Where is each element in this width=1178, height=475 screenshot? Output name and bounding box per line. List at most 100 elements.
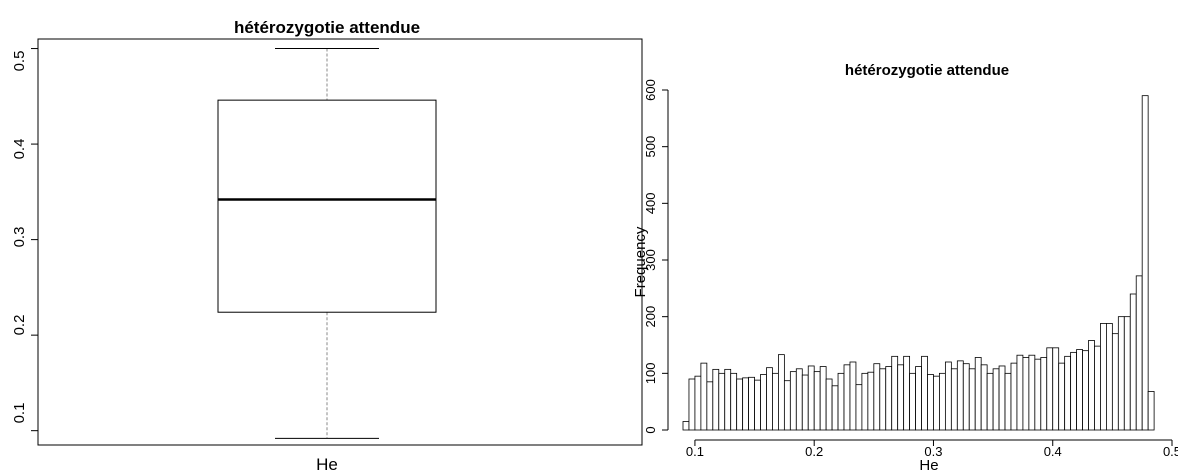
boxplot-title: hétérozygotie attendue	[234, 18, 420, 37]
boxplot-y-tick-label: 0.3	[11, 227, 28, 248]
histogram-bar	[962, 363, 970, 431]
histogram-bar	[760, 374, 767, 431]
histogram-bar	[837, 372, 845, 431]
histogram-bar	[986, 372, 994, 431]
histogram-bar	[807, 365, 815, 431]
histogram-bar	[1040, 357, 1048, 431]
histogram-bar	[956, 360, 964, 431]
histogram-bar	[980, 364, 988, 431]
histogram-bar	[813, 371, 821, 431]
histogram-bar	[712, 368, 720, 431]
histogram-bar	[694, 375, 702, 431]
histogram-bar	[819, 366, 827, 431]
histogram-y-tick-label: 400	[643, 192, 658, 214]
histogram-bar	[783, 380, 791, 431]
histogram-bar	[921, 355, 928, 431]
histogram-bar	[992, 368, 1000, 431]
histogram-bar	[1070, 351, 1077, 431]
histogram-bar	[944, 361, 952, 431]
histogram-y-tick-label: 300	[643, 249, 658, 271]
histogram-bar	[1106, 323, 1113, 431]
histogram-panel: hétérozygotie attendue 0 100 200 300 400 500 6…	[632, 62, 1178, 474]
histogram-bar	[849, 361, 857, 431]
histogram-bar	[950, 368, 958, 431]
histogram-bar	[1135, 275, 1143, 431]
histogram-bar	[927, 374, 934, 431]
boxplot-y-axis: 0.5 0.4 0.3 0.2 0.1	[11, 48, 39, 432]
histogram-bar	[742, 377, 749, 431]
histogram-bar	[1076, 349, 1083, 431]
histogram-bar	[1123, 316, 1131, 431]
histogram-bar	[1141, 95, 1149, 431]
histogram-bar	[998, 365, 1006, 431]
histogram-y-tick-label: 600	[643, 79, 658, 101]
histogram-bar	[789, 371, 797, 431]
boxplot-y-tick-label: 0.4	[11, 139, 28, 160]
histogram-x-tick-label: 0.5	[1163, 444, 1178, 459]
histogram-bar	[968, 368, 976, 431]
histogram-bar	[974, 357, 982, 431]
histogram-bar	[867, 371, 875, 431]
histogram-bar	[795, 368, 803, 431]
histogram-bar	[897, 364, 905, 431]
histogram-bar	[1052, 347, 1060, 431]
histogram-bar	[682, 421, 690, 431]
histogram-bar	[1046, 347, 1054, 431]
histogram-bar	[778, 354, 785, 431]
histogram-bar	[1028, 354, 1036, 431]
boxplot-marks	[217, 48, 437, 439]
histogram-bar	[1022, 357, 1030, 431]
histogram-y-tick-label: 200	[643, 306, 658, 328]
boxplot-y-tick-label: 0.2	[11, 315, 28, 336]
histogram-bars	[682, 95, 1155, 431]
histogram-bar	[1117, 316, 1125, 431]
histogram-bar	[748, 376, 755, 431]
histogram-x-label: He	[919, 457, 938, 474]
histogram-bar	[879, 368, 887, 431]
histogram-x-tick-label: 0.2	[805, 444, 823, 459]
histogram-bar	[1034, 358, 1042, 431]
histogram-bar	[1147, 391, 1155, 431]
histogram-bar	[825, 378, 833, 431]
boxplot-panel: hétérozygotie attendue 0.5 0.4 0.3 0.2 0…	[11, 18, 643, 474]
boxplot-x-label: He	[316, 455, 338, 474]
histogram-bar	[861, 372, 869, 431]
histogram-bar	[885, 366, 893, 431]
histogram-bar	[1082, 350, 1089, 431]
histogram-bar	[766, 367, 773, 431]
histogram-bar	[939, 372, 946, 431]
histogram-x-tick-label: 0.3	[924, 444, 942, 459]
histogram-bar	[718, 372, 726, 431]
histogram-bar	[1004, 372, 1012, 431]
histogram-bar	[891, 355, 899, 431]
histogram-y-tick-label: 0	[643, 426, 658, 433]
histogram-bar	[1111, 333, 1119, 431]
histogram-bar	[688, 378, 696, 431]
histogram-bar	[724, 368, 732, 431]
boxplot-box	[217, 99, 437, 313]
histogram-bar	[1016, 354, 1024, 431]
histogram-bar	[754, 379, 761, 431]
histogram-bar	[1058, 362, 1066, 431]
histogram-title: hétérozygotie attendue	[845, 62, 1009, 79]
histogram-bar	[873, 363, 881, 431]
histogram-x-tick-label: 0.1	[686, 444, 704, 459]
histogram-bar	[730, 372, 738, 431]
histogram-bar	[736, 378, 744, 431]
boxplot-y-tick-label: 0.5	[11, 51, 28, 72]
histogram-bar	[1010, 362, 1018, 431]
histogram-y-axis: 0 100 200 300 400 500 600	[643, 79, 669, 434]
histogram-bar	[855, 384, 863, 431]
histogram-bar	[801, 374, 809, 431]
histogram-y-tick-label: 500	[643, 136, 658, 158]
boxplot-y-tick-label: 0.1	[11, 403, 28, 424]
histogram-x-tick-label: 0.4	[1044, 444, 1062, 459]
histogram-bar	[1094, 345, 1101, 431]
histogram-y-tick-label: 100	[643, 362, 658, 384]
histogram-bar	[831, 385, 839, 431]
histogram-bar	[903, 355, 911, 431]
histogram-bar	[700, 362, 708, 431]
histogram-bar	[772, 372, 779, 431]
histogram-bar	[909, 372, 916, 431]
